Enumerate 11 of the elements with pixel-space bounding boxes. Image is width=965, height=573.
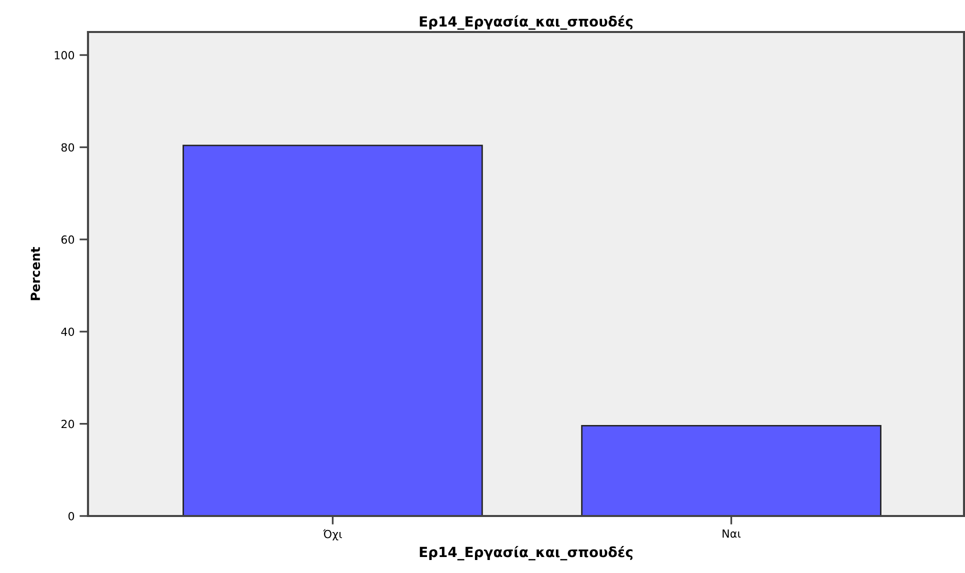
y-axis-title: Percent [30, 247, 40, 300]
y-tick-label: 100 [54, 51, 74, 60]
chart-title: Ερ14_Εργασία_και_σπουδές [420, 15, 633, 30]
y-tick-label: 20 [61, 420, 74, 428]
y-tick-label: 0 [68, 512, 74, 520]
y-tick-label: 40 [61, 328, 74, 336]
x-tick-label: Ναι [722, 530, 741, 538]
x-axis-title: Ερ14_Εργασία_και_σπουδές [420, 546, 633, 560]
y-tick-label: 60 [61, 235, 74, 244]
x-tick-label: Όχι [323, 529, 342, 540]
y-tick-label: 80 [61, 143, 74, 152]
